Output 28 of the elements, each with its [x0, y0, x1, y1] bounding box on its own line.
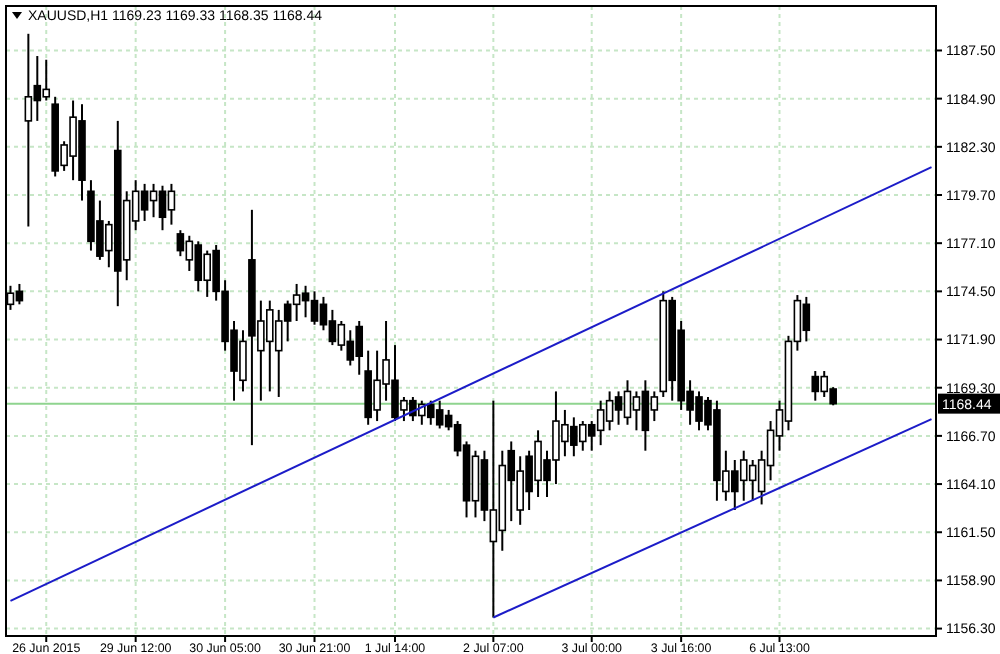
candlestick — [33, 55, 42, 122]
candlestick — [158, 184, 167, 232]
candlestick — [802, 295, 811, 343]
candlestick — [346, 329, 355, 367]
candlestick — [596, 399, 605, 447]
candlestick — [614, 390, 623, 426]
candlestick — [274, 308, 283, 398]
candlestick — [623, 379, 632, 426]
candlestick — [811, 370, 820, 402]
candlestick — [140, 182, 149, 222]
candlestick — [605, 390, 614, 432]
candlestick — [641, 379, 650, 452]
candlestick — [176, 229, 185, 258]
candlestick — [194, 240, 203, 293]
candlestick — [24, 32, 33, 228]
candlestick — [471, 449, 480, 519]
candlestick — [748, 458, 757, 502]
candlestick — [310, 290, 319, 326]
candlestick — [328, 308, 337, 347]
candlestick — [149, 182, 158, 219]
candlestick — [632, 390, 641, 432]
candlestick — [167, 182, 176, 226]
candlestick — [435, 399, 444, 430]
candlestick — [292, 282, 301, 322]
candlestick — [650, 390, 659, 423]
candlestick — [301, 284, 310, 319]
candlestick — [739, 449, 748, 502]
candlestick — [283, 299, 292, 343]
